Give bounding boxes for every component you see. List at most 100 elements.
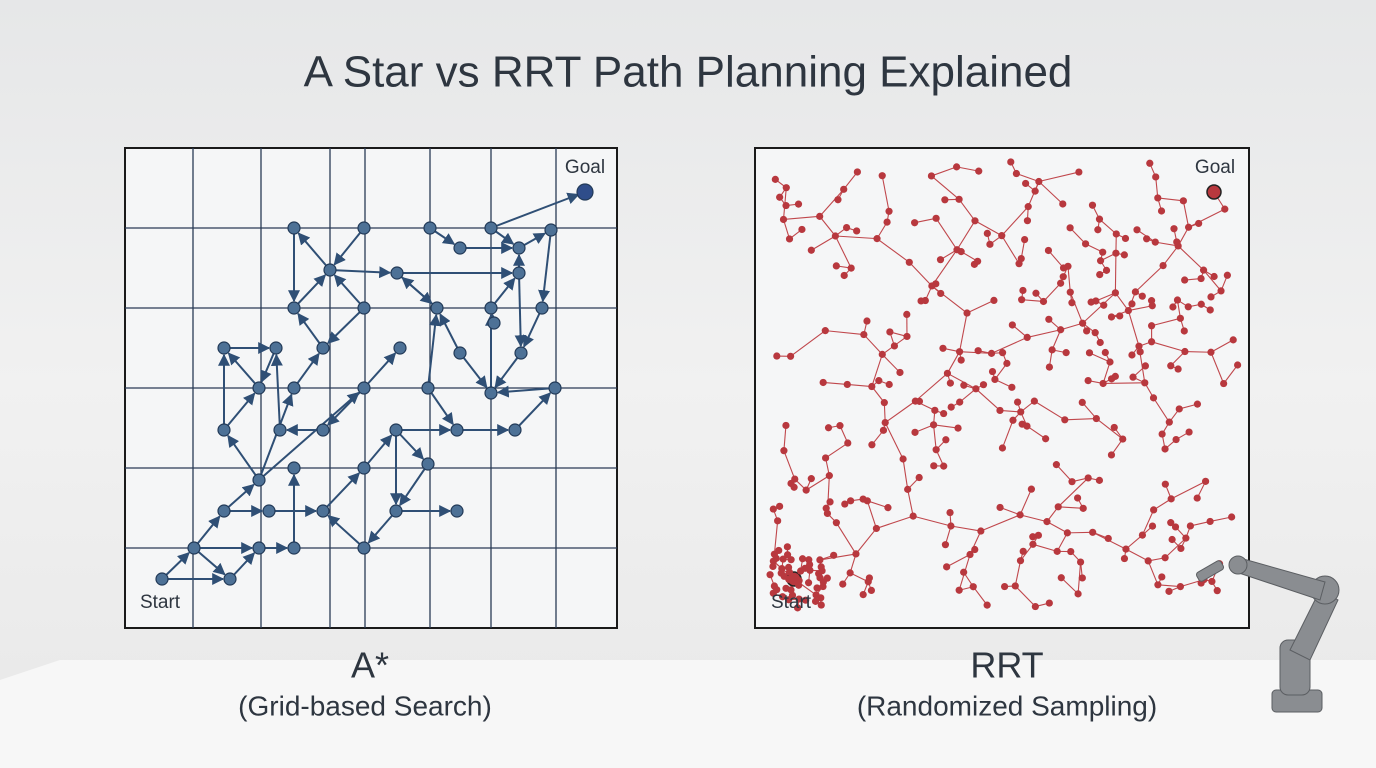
- tree-node: [1206, 517, 1214, 526]
- tree-node: [1007, 158, 1015, 166]
- tree-node: [940, 462, 948, 470]
- node: [316, 423, 330, 437]
- tree-node: [990, 296, 998, 305]
- tree-node: [943, 369, 952, 377]
- tree-edge: [958, 198, 976, 222]
- tree-edge: [1155, 241, 1179, 247]
- tree-node: [1059, 264, 1068, 272]
- tree-edge: [950, 525, 981, 532]
- tree-edge: [805, 475, 830, 491]
- tree-node: [939, 344, 947, 352]
- tree-edge: [783, 425, 787, 451]
- tree-node: [1229, 336, 1237, 344]
- tree-edge: [1034, 400, 1066, 421]
- tree-node: [1193, 400, 1202, 408]
- edge-arrow: [538, 229, 552, 303]
- edge-arrow: [363, 352, 397, 389]
- tree-edge: [1069, 227, 1086, 245]
- tree-node: [1000, 582, 1009, 591]
- node: [155, 572, 169, 586]
- tree-node: [1104, 534, 1112, 543]
- tree-node: [853, 168, 861, 176]
- tree-edge: [1103, 382, 1145, 385]
- tree-node: [859, 591, 867, 599]
- tree-edge: [1067, 266, 1071, 293]
- tree-edge: [1099, 218, 1117, 235]
- tree-node: [819, 378, 827, 387]
- tree-node: [802, 486, 810, 494]
- tree-node: [880, 399, 888, 407]
- tree-edge: [1188, 208, 1226, 228]
- edge-arrow: [258, 393, 294, 481]
- tree-node: [899, 455, 907, 463]
- tree-node: [932, 214, 940, 222]
- tree-node: [776, 193, 784, 201]
- tree-node: [885, 207, 893, 215]
- tree-node: [896, 368, 904, 377]
- edge-arrow: [427, 313, 441, 389]
- node: [252, 541, 266, 555]
- tree-node: [830, 551, 838, 559]
- tree-edge: [884, 422, 904, 460]
- tree-edge: [1058, 506, 1084, 509]
- tree-node: [839, 580, 847, 588]
- node: [421, 457, 435, 471]
- node: [393, 341, 407, 355]
- tree-node: [1180, 327, 1188, 335]
- tree-node: [1019, 286, 1027, 295]
- start-label: Start: [771, 592, 812, 613]
- tree-node: [785, 568, 794, 576]
- tree-edge: [915, 372, 948, 402]
- tree-node: [1057, 326, 1065, 334]
- tree-node: [1184, 223, 1193, 231]
- tree-node: [846, 569, 854, 577]
- tree-node: [1092, 414, 1100, 423]
- tree-node: [979, 381, 988, 389]
- tree-node: [1147, 322, 1156, 330]
- tree-node: [788, 591, 797, 599]
- tree-node: [831, 232, 839, 240]
- tree-edge: [972, 586, 988, 606]
- tree-node: [824, 424, 833, 432]
- node: [287, 221, 301, 235]
- tree-node: [777, 569, 785, 577]
- node: [389, 423, 403, 437]
- tree-node: [904, 485, 912, 493]
- tree-edge: [935, 218, 958, 251]
- tree-node: [798, 555, 807, 563]
- tree-edge: [1057, 477, 1089, 508]
- tree-node: [1100, 301, 1108, 309]
- tree-edge: [871, 354, 883, 387]
- tree-node: [1161, 554, 1169, 562]
- tree-node: [1141, 379, 1149, 387]
- tree-node: [1096, 257, 1105, 265]
- tree-edge: [931, 249, 958, 287]
- tree-node: [1074, 590, 1082, 598]
- tree-edge: [1125, 534, 1143, 550]
- tree-node: [1018, 296, 1026, 304]
- tree-node: [890, 342, 899, 350]
- edge-arrow: [227, 434, 260, 481]
- node: [423, 221, 437, 235]
- tree-node: [1022, 179, 1030, 188]
- tree-node: [1008, 383, 1016, 391]
- tree-node: [1087, 298, 1095, 306]
- tree-node: [790, 483, 798, 491]
- tree-node: [844, 439, 852, 447]
- tree-edge: [914, 217, 937, 224]
- tree-node: [1013, 398, 1022, 406]
- tree-node: [911, 219, 919, 227]
- tree-edge: [843, 171, 858, 190]
- tree-node: [1172, 435, 1180, 444]
- tree-edge: [913, 515, 952, 527]
- edge-arrow: [322, 472, 360, 512]
- tree-node: [930, 462, 938, 470]
- tree-node: [1045, 363, 1054, 371]
- tree-node: [1167, 495, 1175, 503]
- edge-arrow: [333, 227, 365, 266]
- tree-edge: [881, 175, 890, 212]
- tree-node: [1171, 523, 1180, 531]
- tree-edge: [1089, 352, 1111, 363]
- tree-edge: [783, 215, 820, 221]
- tree-edge: [946, 554, 971, 568]
